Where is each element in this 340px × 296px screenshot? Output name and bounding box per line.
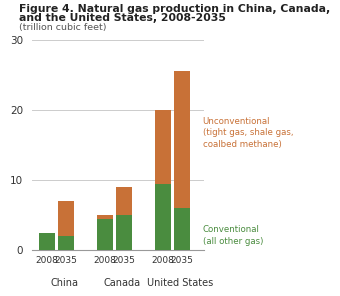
Bar [58, 236, 74, 250]
Bar [97, 218, 113, 250]
Text: Figure 4. Natural gas production in China, Canada,: Figure 4. Natural gas production in Chin… [19, 4, 330, 15]
Text: United States: United States [147, 279, 214, 289]
Bar [97, 215, 113, 218]
Bar [174, 208, 190, 250]
Bar [116, 215, 132, 250]
Text: and the United States, 2008-2035: and the United States, 2008-2035 [19, 13, 225, 23]
Bar [39, 233, 55, 250]
Bar [174, 71, 190, 208]
Text: Conventional
(all other gas): Conventional (all other gas) [203, 225, 263, 246]
Bar [116, 187, 132, 215]
Text: Unconventional
(tight gas, shale gas,
coalbed methane): Unconventional (tight gas, shale gas, co… [203, 117, 293, 149]
Bar [155, 110, 171, 184]
Bar [58, 201, 74, 236]
Text: Canada: Canada [104, 279, 141, 289]
Bar [155, 184, 171, 250]
Text: China: China [50, 279, 79, 289]
Text: (trillion cubic feet): (trillion cubic feet) [19, 23, 106, 32]
